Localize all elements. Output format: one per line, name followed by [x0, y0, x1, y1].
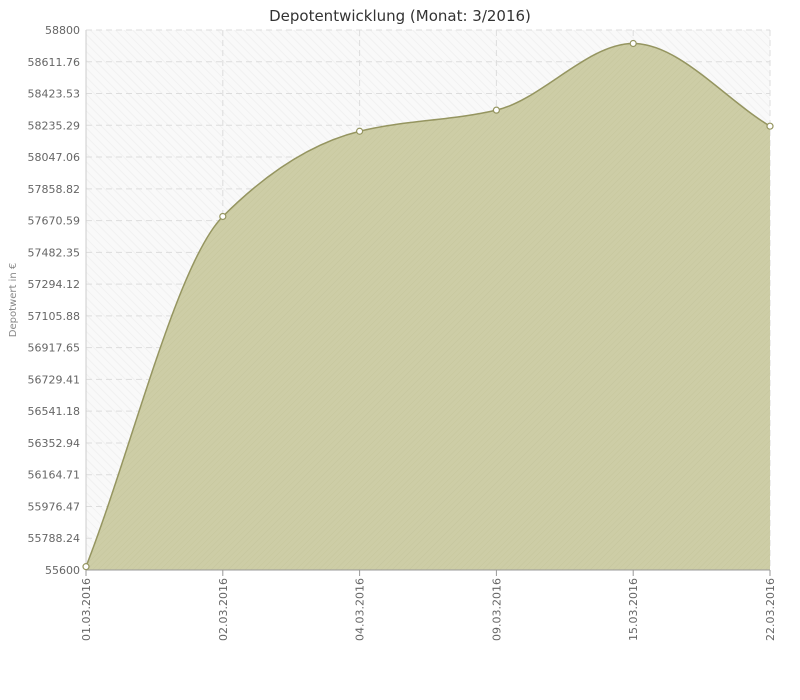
- x-tick-label: 22.03.2016: [764, 578, 777, 641]
- y-tick-label: 57670.59: [28, 215, 81, 228]
- y-tick-label: 56541.18: [28, 405, 81, 418]
- y-tick-label: 58800: [45, 24, 80, 37]
- area-layer: [85, 42, 771, 570]
- y-tick-label: 55976.47: [28, 500, 81, 513]
- data-point: [492, 106, 500, 114]
- data-point: [629, 39, 637, 48]
- x-tick-label: 01.03.2016: [80, 578, 93, 641]
- data-point: [219, 212, 227, 221]
- points-layer: [82, 39, 774, 571]
- x-tick-label: 04.03.2016: [354, 578, 367, 641]
- data-point: [766, 122, 774, 130]
- axis-layer: 55600 55788.24 55976.47 56164.71 56352.94 565…: [28, 24, 778, 641]
- x-tick-label: 15.03.2016: [627, 578, 640, 641]
- y-axis-title: Depotwert in €: [8, 263, 19, 337]
- y-tick-label: 58423.53: [28, 88, 81, 101]
- y-tick-label: 56729.41: [28, 373, 81, 386]
- data-point: [356, 127, 364, 135]
- series-line: [85, 42, 771, 567]
- y-tick-label: 58235.29: [28, 119, 81, 132]
- y-tick-label: 57858.82: [28, 183, 81, 196]
- y-tick-label: 55788.24: [28, 532, 81, 545]
- chart-title: Depotentwicklung (Monat: 3/2016): [269, 7, 531, 25]
- data-point: [82, 563, 90, 571]
- y-tick-label: 56917.65: [28, 342, 81, 355]
- x-tick-label: 02.03.2016: [217, 578, 230, 641]
- y-tick-label: 56352.94: [28, 437, 81, 450]
- y-tick-label: 58047.06: [28, 151, 81, 164]
- y-tick-label: 57482.35: [28, 246, 81, 259]
- y-tick-label: 58611.76: [28, 56, 81, 69]
- y-tick-label: 57105.88: [28, 310, 81, 323]
- y-tick-label: 56164.71: [28, 469, 81, 482]
- y-tick-label: 57294.12: [28, 278, 81, 291]
- y-tick-label: 55600: [45, 564, 80, 577]
- area-fill: [86, 43, 770, 570]
- x-tick-label: 09.03.2016: [490, 578, 503, 641]
